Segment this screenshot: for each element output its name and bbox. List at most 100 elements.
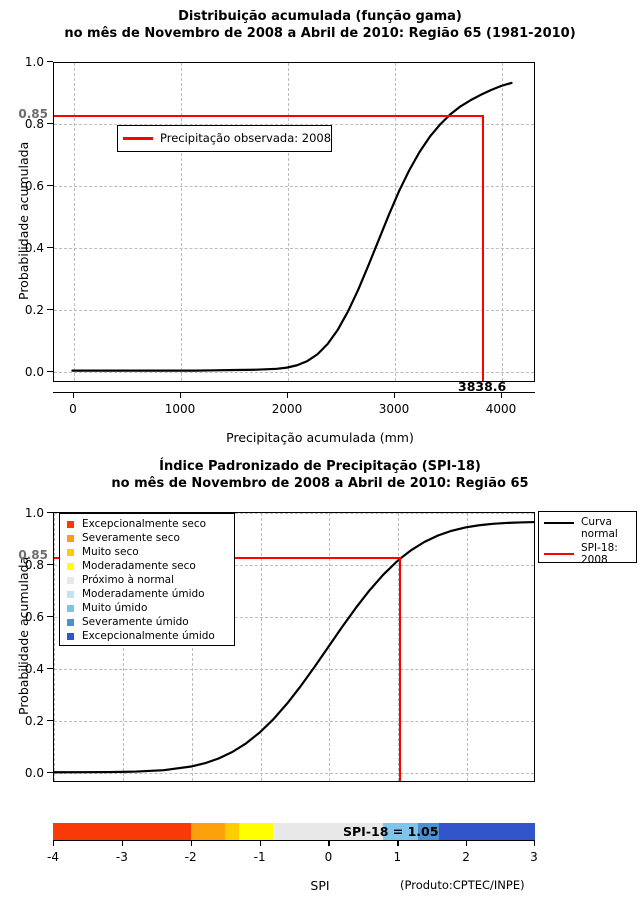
gridline-v <box>329 513 331 781</box>
y-tick <box>47 123 53 125</box>
legend-item-label: Excepcionalmente seco <box>82 518 207 530</box>
x-tick <box>328 840 330 846</box>
legend-item-label: Muito úmido <box>82 602 148 614</box>
x-tick <box>180 392 182 398</box>
x-tick-label: 0 <box>324 850 333 864</box>
legend-item: Severamente úmido <box>65 615 228 629</box>
gridline-h <box>54 372 534 373</box>
spi-value-label: SPI-18 = 1.05 <box>343 824 439 839</box>
x-axis-line-spi <box>53 840 535 842</box>
observed-precipitation-value: 3838.6 <box>458 379 507 394</box>
legend-item-label: Severamente seco <box>82 532 180 544</box>
legend-swatch-icon <box>67 548 74 556</box>
x-axis-title-gamma: Precipitação acumulada (mm) <box>226 430 414 445</box>
legend-swatch-icon <box>67 632 74 640</box>
colorbar-segment <box>383 823 418 840</box>
legend-item: Precipitação observada: 2008 <box>123 132 331 146</box>
y-tick-label: 0.8 <box>24 558 44 572</box>
chart-title-gamma: Distribuição acumulada (função gama) no … <box>64 9 576 41</box>
x-tick <box>534 840 536 846</box>
y-tick <box>47 564 53 566</box>
legend-item-label: Curva normal <box>581 516 618 540</box>
legend-item-label: Severamente úmido <box>82 616 189 628</box>
legend-spi-categories: Excepcionalmente seco Severamente seco M… <box>59 513 235 646</box>
legend-swatch-icon <box>67 618 74 626</box>
plot-area-gamma: Precipitação observada: 2008 <box>53 62 535 382</box>
y-tick-label: 0.0 <box>24 766 44 780</box>
legend-gamma: Precipitação observada: 2008 <box>117 125 332 152</box>
gridline-v <box>398 513 400 781</box>
x-tick <box>394 392 396 398</box>
y-tick-label-highlight: 0.85 <box>18 548 48 562</box>
x-tick-label: 1000 <box>164 402 196 416</box>
legend-item: Excepcionalmente seco <box>65 517 228 531</box>
spi-category-colorbar <box>53 823 535 840</box>
gamma-cdf-curve <box>71 81 513 372</box>
y-tick-label: 1.0 <box>24 55 44 69</box>
x-tick <box>287 392 289 398</box>
x-tick <box>121 840 124 846</box>
y-tick-label: 0.6 <box>24 610 44 624</box>
legend-line-icon <box>123 137 153 140</box>
x-tick-label: 1 <box>393 850 402 864</box>
x-tick <box>53 840 55 846</box>
colorbar-segment <box>273 823 384 840</box>
x-tick-label: -2 <box>184 850 197 864</box>
colorbar-segment <box>238 823 274 840</box>
legend-swatch-icon <box>67 590 74 598</box>
gridline-v <box>191 513 193 781</box>
y-tick <box>47 512 53 514</box>
y-tick-label-highlight: 0.85 <box>18 107 48 121</box>
legend-item: Excepcionalmente úmido <box>65 629 228 643</box>
x-tick <box>397 840 399 846</box>
legend-item: Severamente seco <box>65 531 228 545</box>
colorbar-segment <box>53 823 191 840</box>
x-tick <box>501 392 503 398</box>
y-tick-label: 0.2 <box>24 303 44 317</box>
gridline-v <box>502 63 503 381</box>
colorbar-segment <box>225 823 239 840</box>
colorbar-segment <box>438 823 535 840</box>
gridline-v <box>181 63 182 381</box>
legend-item-label: SPI-18: 2008 <box>581 542 618 566</box>
chart-title-spi: Índice Padronizado de Precipitação (SPI-… <box>111 459 529 491</box>
legend-swatch-icon <box>67 576 74 584</box>
gridline-h <box>54 513 534 514</box>
y-tick <box>47 720 53 722</box>
colorbar-segment <box>417 823 439 840</box>
legend-item-label: Precipitação observada: 2008 <box>160 131 332 145</box>
x-tick-label: -1 <box>253 850 266 864</box>
legend-swatch-icon <box>67 604 74 612</box>
legend-swatch-icon <box>67 562 74 570</box>
legend-item-label: Próximo à normal <box>82 574 175 586</box>
legend-line-icon <box>544 522 574 525</box>
observed-precipitation-line <box>482 115 485 381</box>
gridline-h <box>54 124 534 125</box>
legend-item: Moderadamente úmido <box>65 587 228 601</box>
legend-swatch-icon <box>67 534 74 542</box>
observed-probability-line <box>54 115 484 118</box>
legend-item-label: Moderadamente seco <box>82 560 196 572</box>
y-tick <box>47 61 53 63</box>
x-tick-label: 3000 <box>378 402 410 416</box>
y-tick <box>47 309 53 311</box>
y-tick-label: 1.0 <box>24 506 44 520</box>
legend-item: SPI-18: 2008 <box>544 542 632 566</box>
y-tick <box>47 668 53 670</box>
x-axis-line-gamma <box>53 392 535 394</box>
gridline-v <box>288 63 289 381</box>
normal-cdf-curve <box>54 521 534 774</box>
legend-item: Muito seco <box>65 545 228 559</box>
y-tick-label: 0.4 <box>24 241 44 255</box>
y-tick <box>47 185 53 187</box>
y-tick <box>47 772 53 774</box>
legend-swatch-icon <box>67 520 74 528</box>
y-tick-label: 0.4 <box>24 662 44 676</box>
x-tick <box>466 840 468 846</box>
x-tick-label: 0 <box>69 402 77 416</box>
legend-item: Moderadamente seco <box>65 559 228 573</box>
gridline-v <box>260 513 262 781</box>
x-tick-label: 3 <box>530 850 538 864</box>
gridline-h <box>54 248 534 249</box>
legend-item-label: Excepcionalmente úmido <box>82 630 215 642</box>
